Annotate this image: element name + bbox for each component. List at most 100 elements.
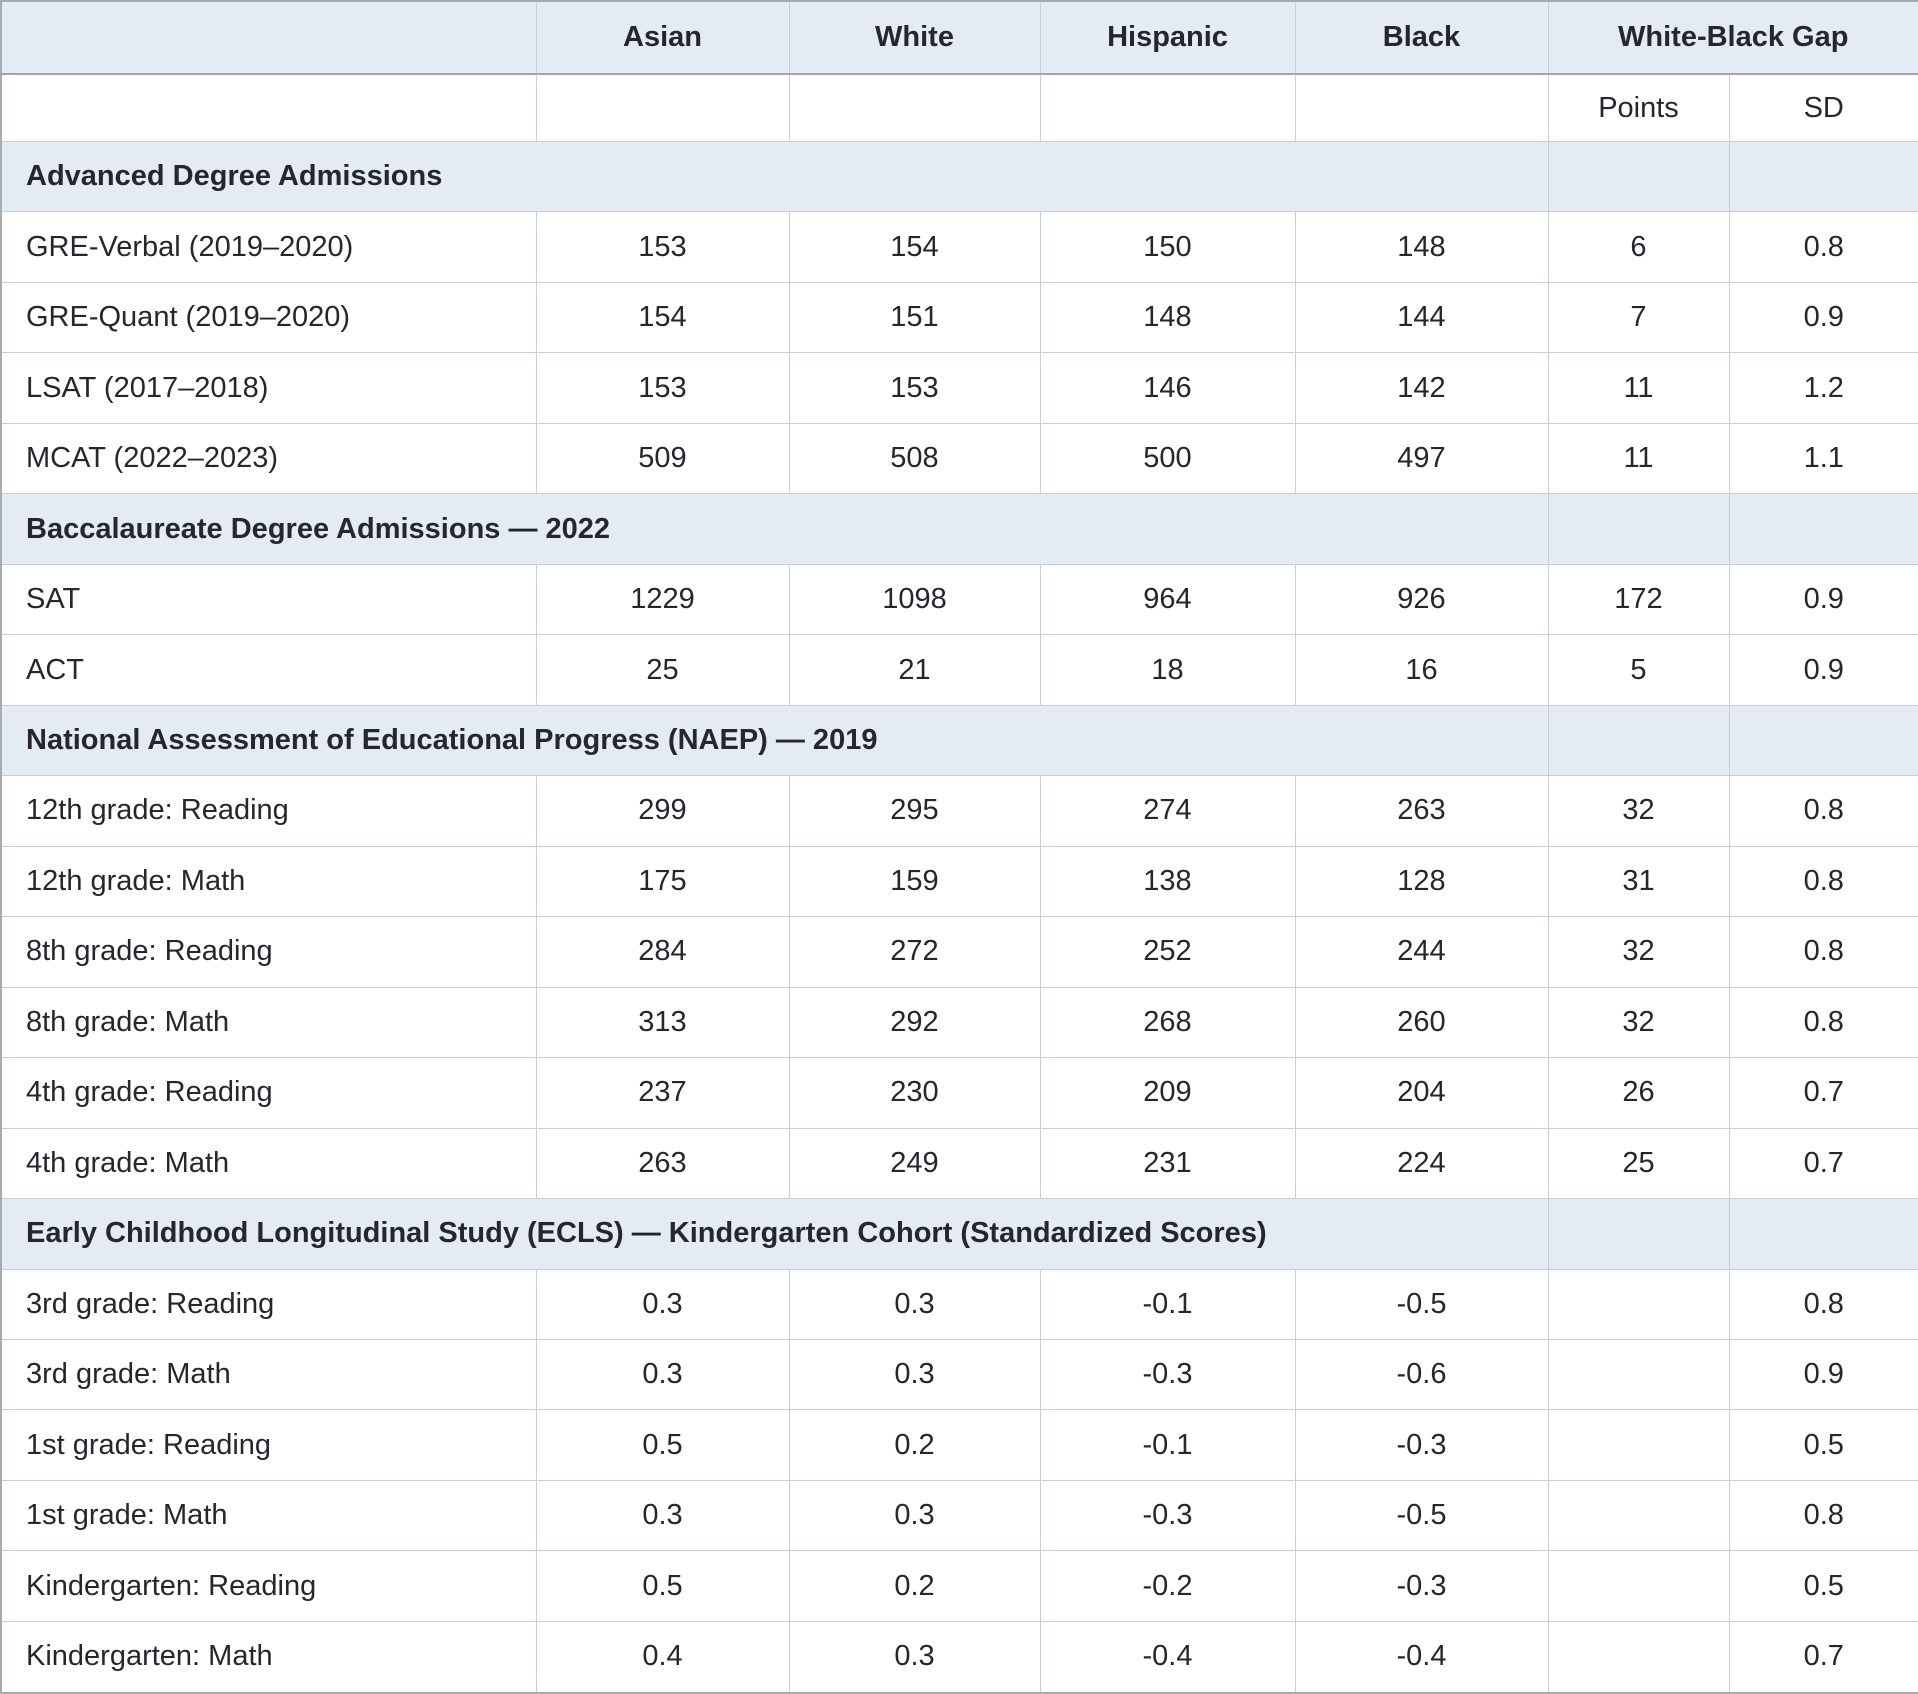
data-row: 3rd grade: Math 0.3 0.3 -0.3 -0.6 0.9: [0, 1338, 1918, 1411]
value-cell: 151: [788, 281, 1041, 354]
value-cell: 0.9: [1728, 634, 1918, 706]
value-cell: 500: [1039, 422, 1296, 495]
value-cell: 18: [1039, 634, 1296, 706]
header-row: Asian White Hispanic Black White-Black G…: [0, 0, 1918, 75]
value-cell: -0.3: [1039, 1479, 1296, 1552]
section-fill-cell: [1547, 704, 1730, 777]
value-cell: 32: [1547, 986, 1730, 1059]
value-cell: 25: [1547, 1127, 1730, 1200]
section-label: Baccalaureate Degree Admissions — 2022: [0, 493, 1549, 565]
value-cell: -0.5: [1294, 1268, 1549, 1340]
value-cell: 252: [1039, 916, 1296, 988]
value-cell: 0.8: [1728, 1479, 1918, 1552]
value-cell: 25: [535, 634, 790, 706]
data-row: 4th grade: Reading 237 230 209 204 26 0.7: [0, 1057, 1918, 1129]
data-row: ACT 25 21 18 16 5 0.9: [0, 634, 1918, 706]
value-cell: 5: [1547, 634, 1730, 706]
value-cell: 0.8: [1728, 1268, 1918, 1340]
value-cell: [1547, 1550, 1730, 1622]
value-cell: 295: [788, 775, 1041, 847]
data-row: GRE-Quant (2019–2020) 154 151 148 144 7 0.9: [0, 281, 1918, 354]
value-cell: [1547, 1479, 1730, 1552]
table-body: Advanced Degree Admissions GRE-Verbal (20…: [0, 140, 1918, 1694]
value-cell: 0.4: [535, 1620, 790, 1694]
value-cell: 0.2: [788, 1409, 1041, 1481]
row-label-cell: GRE-Verbal (2019–2020): [0, 211, 537, 283]
header-white: White: [788, 0, 1041, 75]
value-cell: 237: [535, 1057, 790, 1129]
value-cell: -0.6: [1294, 1338, 1549, 1411]
subheader-row: Points SD: [0, 73, 1918, 142]
subheader-blank-cell: [1294, 73, 1549, 142]
value-cell: -0.3: [1294, 1550, 1549, 1622]
section-label: National Assessment of Educational Progr…: [0, 704, 1549, 777]
value-cell: 272: [788, 916, 1041, 988]
value-cell: 0.5: [535, 1409, 790, 1481]
value-cell: 0.3: [788, 1620, 1041, 1694]
value-cell: 11: [1547, 422, 1730, 495]
value-cell: 263: [1294, 775, 1549, 847]
subheader-sd: SD: [1728, 73, 1918, 142]
section-fill-cell: [1547, 140, 1730, 213]
value-cell: 138: [1039, 845, 1296, 918]
value-cell: 0.8: [1728, 211, 1918, 283]
header-asian: Asian: [535, 0, 790, 75]
value-cell: 153: [535, 211, 790, 283]
value-cell: 0.9: [1728, 563, 1918, 636]
row-label-cell: 12th grade: Math: [0, 845, 537, 918]
value-cell: 148: [1039, 281, 1296, 354]
section-fill-cell: [1728, 493, 1918, 565]
value-cell: 509: [535, 422, 790, 495]
data-row: 1st grade: Math 0.3 0.3 -0.3 -0.5 0.8: [0, 1479, 1918, 1552]
value-cell: 153: [535, 352, 790, 424]
value-cell: 0.3: [535, 1479, 790, 1552]
value-cell: 146: [1039, 352, 1296, 424]
value-cell: 0.7: [1728, 1620, 1918, 1694]
row-label-cell: GRE-Quant (2019–2020): [0, 281, 537, 354]
value-cell: 230: [788, 1057, 1041, 1129]
section-label: Early Childhood Longitudinal Study (ECLS…: [0, 1198, 1549, 1270]
value-cell: 0.5: [535, 1550, 790, 1622]
value-cell: 313: [535, 986, 790, 1059]
row-label-cell: 12th grade: Reading: [0, 775, 537, 847]
value-cell: 0.3: [788, 1479, 1041, 1552]
value-cell: -0.3: [1039, 1338, 1296, 1411]
value-cell: 0.7: [1728, 1057, 1918, 1129]
subheader-blank-cell: [788, 73, 1041, 142]
value-cell: 0.3: [535, 1268, 790, 1340]
value-cell: 175: [535, 845, 790, 918]
row-label-cell: 3rd grade: Math: [0, 1338, 537, 1411]
row-label-cell: MCAT (2022–2023): [0, 422, 537, 495]
subheader-blank-cell: [1039, 73, 1296, 142]
data-row: GRE-Verbal (2019–2020) 153 154 150 148 6 0.8: [0, 211, 1918, 283]
row-label-cell: ACT: [0, 634, 537, 706]
value-cell: -0.5: [1294, 1479, 1549, 1552]
value-cell: 144: [1294, 281, 1549, 354]
section-row: Early Childhood Longitudinal Study (ECLS…: [0, 1198, 1918, 1270]
subheader-points: Points: [1547, 73, 1730, 142]
section-fill-cell: [1728, 704, 1918, 777]
value-cell: 16: [1294, 634, 1549, 706]
value-cell: 268: [1039, 986, 1296, 1059]
value-cell: 128: [1294, 845, 1549, 918]
row-label-cell: 1st grade: Reading: [0, 1409, 537, 1481]
value-cell: -0.2: [1039, 1550, 1296, 1622]
value-cell: 31: [1547, 845, 1730, 918]
value-cell: 209: [1039, 1057, 1296, 1129]
section-label: Advanced Degree Admissions: [0, 140, 1549, 213]
value-cell: 274: [1039, 775, 1296, 847]
value-cell: 0.3: [788, 1338, 1041, 1411]
value-cell: 0.5: [1728, 1409, 1918, 1481]
value-cell: 0.8: [1728, 986, 1918, 1059]
value-cell: 1.1: [1728, 422, 1918, 495]
value-cell: 0.8: [1728, 775, 1918, 847]
value-cell: 159: [788, 845, 1041, 918]
value-cell: [1547, 1268, 1730, 1340]
row-label-cell: 4th grade: Reading: [0, 1057, 537, 1129]
value-cell: 7: [1547, 281, 1730, 354]
data-row: SAT 1229 1098 964 926 172 0.9: [0, 563, 1918, 636]
value-cell: 497: [1294, 422, 1549, 495]
value-cell: 6: [1547, 211, 1730, 283]
value-cell: 0.2: [788, 1550, 1041, 1622]
section-row: Advanced Degree Admissions: [0, 140, 1918, 213]
